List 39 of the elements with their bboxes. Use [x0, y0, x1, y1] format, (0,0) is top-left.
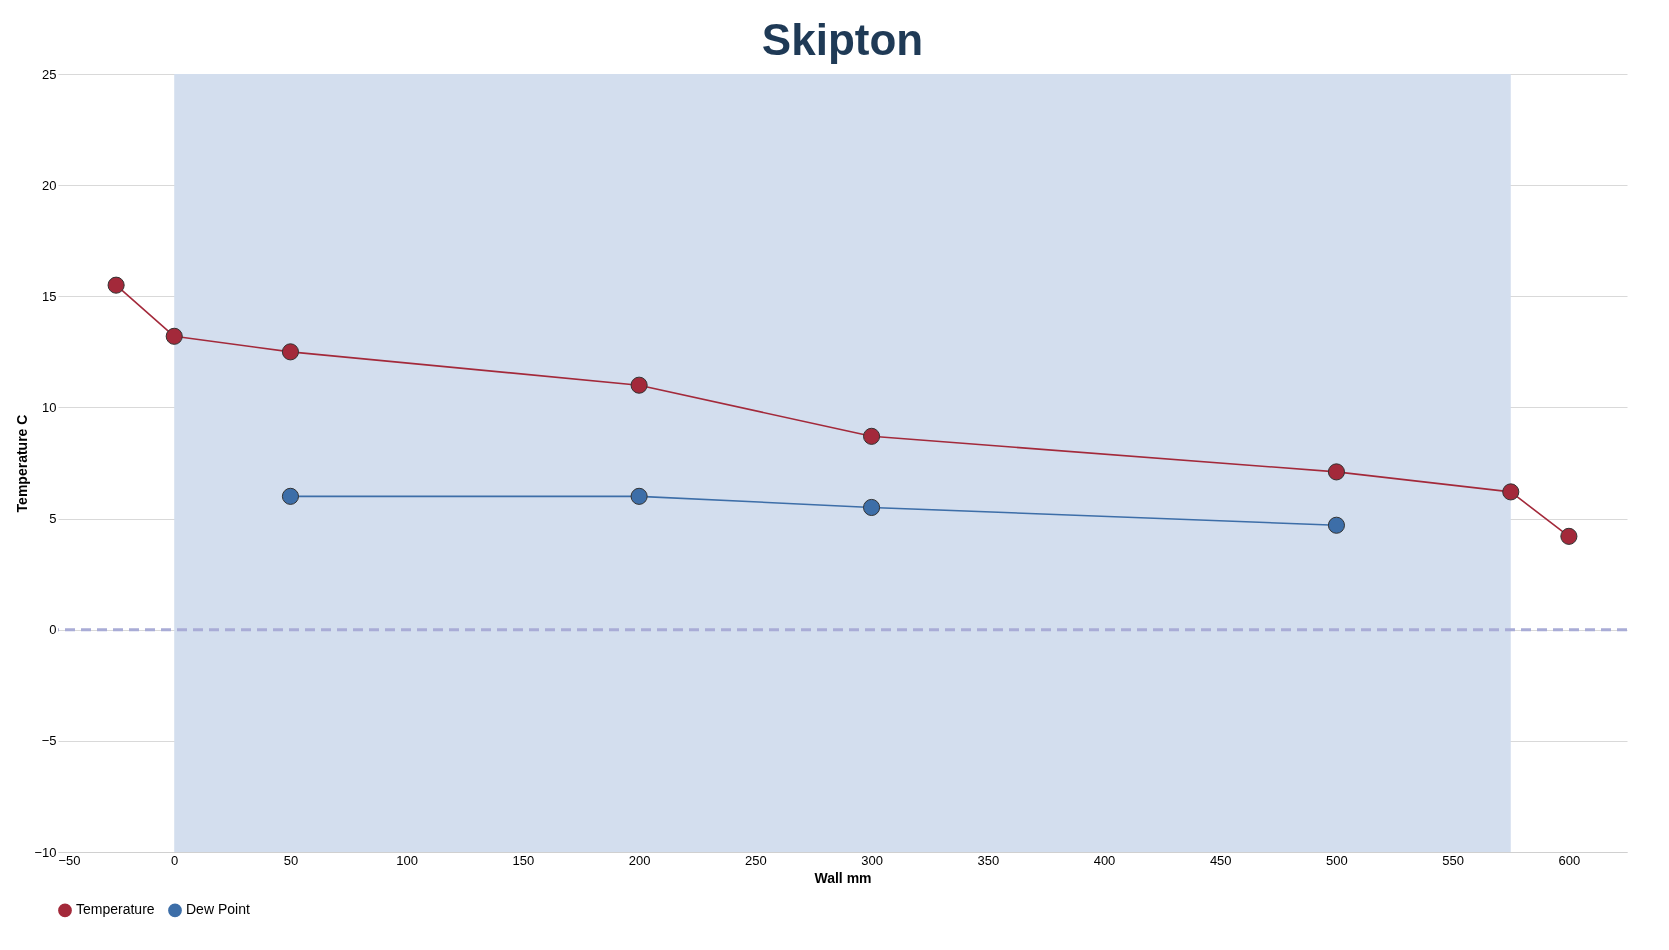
point — [1327, 463, 1346, 481]
point — [281, 343, 300, 361]
x-tick-label: −50 — [58, 852, 81, 868]
y-tick-label: −10 — [34, 844, 57, 860]
y-tick-label: 0 — [49, 622, 57, 638]
x-tick-label: 50 — [283, 852, 299, 868]
y-tick-label: 15 — [42, 288, 57, 304]
point — [281, 487, 300, 505]
x-tick-label: 600 — [1558, 852, 1581, 868]
y-tick-label: 10 — [42, 399, 57, 415]
y-axis-title: Temperature C — [14, 414, 31, 513]
x-tick-label: 300 — [861, 852, 883, 868]
y-tick-label: 5 — [49, 511, 57, 527]
x-tick-label: 400 — [1093, 852, 1116, 868]
point — [1560, 527, 1578, 545]
point — [165, 327, 183, 345]
legend-label: Dew Point — [186, 901, 250, 918]
chart-title: Skipton — [761, 15, 924, 64]
x-tick-label: 100 — [396, 852, 419, 868]
point — [630, 487, 648, 505]
point — [1502, 483, 1520, 501]
y-tick-label: −5 — [41, 733, 57, 749]
point — [630, 376, 648, 394]
x-axis-title: Wall mm — [814, 869, 872, 886]
x-tick-label: 200 — [628, 852, 651, 868]
x-tick-label: 350 — [977, 852, 1000, 868]
x-tick-label: 500 — [1326, 852, 1348, 868]
x-tick-label: 0 — [171, 852, 179, 868]
x-tick-label: 450 — [1209, 852, 1232, 868]
y-tick-label: 25 — [42, 66, 57, 82]
x-tick-label: 150 — [512, 852, 535, 868]
y-tick-label: 20 — [42, 177, 57, 193]
point — [107, 276, 125, 294]
x-tick-label: 550 — [1442, 852, 1465, 868]
point — [1327, 516, 1346, 534]
x-tick-label: 250 — [744, 852, 767, 868]
point — [862, 498, 881, 516]
point — [862, 427, 881, 445]
legend-label: Temperature — [76, 901, 155, 918]
